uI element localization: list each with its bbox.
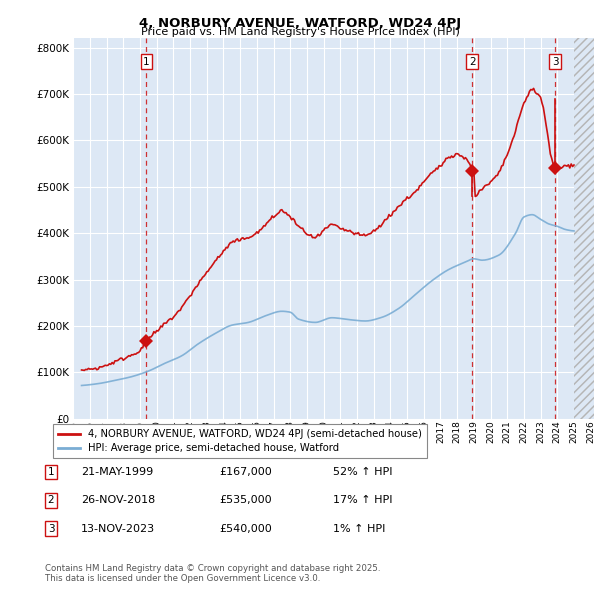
Text: 52% ↑ HPI: 52% ↑ HPI: [333, 467, 392, 477]
Legend: 4, NORBURY AVENUE, WATFORD, WD24 4PJ (semi-detached house), HPI: Average price, : 4, NORBURY AVENUE, WATFORD, WD24 4PJ (se…: [53, 424, 427, 458]
Text: 3: 3: [552, 57, 559, 67]
Text: 2: 2: [469, 57, 475, 67]
Text: 1: 1: [143, 57, 150, 67]
Text: Price paid vs. HM Land Registry's House Price Index (HPI): Price paid vs. HM Land Registry's House …: [140, 27, 460, 37]
Text: 13-NOV-2023: 13-NOV-2023: [81, 524, 155, 533]
Text: Contains HM Land Registry data © Crown copyright and database right 2025.
This d: Contains HM Land Registry data © Crown c…: [45, 563, 380, 583]
Bar: [574, 38, 594, 419]
Text: 17% ↑ HPI: 17% ↑ HPI: [333, 496, 392, 505]
Text: £535,000: £535,000: [219, 496, 272, 505]
Text: 2: 2: [47, 496, 55, 505]
Text: 26-NOV-2018: 26-NOV-2018: [81, 496, 155, 505]
Text: £540,000: £540,000: [219, 524, 272, 533]
Text: 3: 3: [47, 524, 55, 533]
Text: 21-MAY-1999: 21-MAY-1999: [81, 467, 153, 477]
Text: 1% ↑ HPI: 1% ↑ HPI: [333, 524, 385, 533]
Bar: [574, 38, 594, 419]
Text: 4, NORBURY AVENUE, WATFORD, WD24 4PJ: 4, NORBURY AVENUE, WATFORD, WD24 4PJ: [139, 17, 461, 30]
Text: £167,000: £167,000: [219, 467, 272, 477]
Text: 1: 1: [47, 467, 55, 477]
